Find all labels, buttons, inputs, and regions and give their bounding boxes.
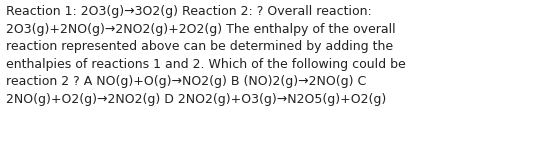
Text: Reaction 1: 2O3(g)→3O2(g) Reaction 2: ? Overall reaction:
2O3(g)+2NO(g)→2NO2(g)+: Reaction 1: 2O3(g)→3O2(g) Reaction 2: ? …	[6, 5, 405, 106]
